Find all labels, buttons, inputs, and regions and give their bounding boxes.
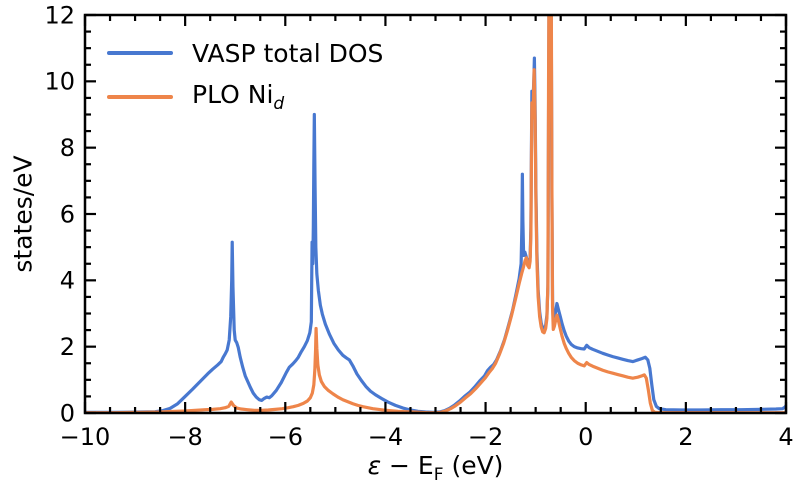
x-tick-label: −2	[468, 423, 503, 451]
x-tick-label: −8	[167, 423, 202, 451]
series-line-plo-ni-d	[85, 15, 786, 413]
x-tick-label: 0	[578, 423, 593, 451]
y-axis-label: states/eV	[8, 155, 38, 273]
y-tick-label: 2	[60, 333, 75, 361]
x-tick-label: 2	[678, 423, 693, 451]
x-tick-label: −4	[368, 423, 403, 451]
y-tick-label: 12	[44, 1, 75, 29]
xlabel-minus-E: − E	[381, 451, 434, 480]
legend-label-plo-text: PLO Ni	[192, 80, 274, 109]
y-tick-label: 4	[60, 267, 75, 295]
xlabel-subscript-F: F	[433, 465, 444, 485]
epsilon-symbol: ε	[367, 451, 382, 480]
y-tick-label: 10	[44, 68, 75, 96]
legend-label-plo: PLO Nid	[192, 80, 284, 114]
series-line-vasp-total-dos	[85, 15, 786, 413]
x-tick-label: −6	[268, 423, 303, 451]
vasp-line-swatch	[107, 51, 173, 55]
legend-label-plo-sub: d	[273, 94, 285, 114]
y-tick-label: 0	[60, 399, 75, 427]
x-tick-label: 4	[778, 423, 793, 451]
x-tick-label: −10	[60, 423, 111, 451]
xlabel-units: (eV)	[443, 451, 504, 480]
legend: VASP total DOS PLO Nid	[107, 31, 383, 119]
legend-item-plo-ni-d: PLO Nid	[107, 75, 383, 119]
y-tick-label: 6	[60, 200, 75, 228]
plo-line-swatch	[107, 95, 173, 99]
y-tick-label: 8	[60, 134, 75, 162]
x-axis-label: ε − EF (eV)	[85, 451, 786, 485]
legend-item-vasp-total-dos: VASP total DOS	[107, 31, 383, 75]
legend-label-vasp: VASP total DOS	[192, 38, 384, 68]
